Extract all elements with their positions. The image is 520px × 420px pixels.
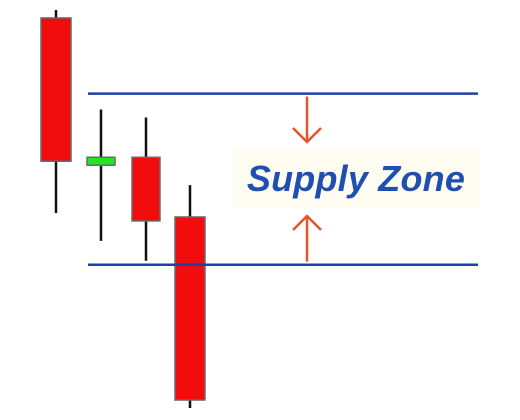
candle-body-4 [174, 216, 206, 401]
supply-zone-label: Supply Zone [232, 150, 480, 208]
candle-body-2 [86, 156, 116, 166]
zone-arrow-up-head [292, 214, 322, 231]
candle-body-3 [131, 156, 161, 222]
candle-body-1 [40, 17, 72, 162]
zone-arrow-down-head [292, 127, 322, 144]
